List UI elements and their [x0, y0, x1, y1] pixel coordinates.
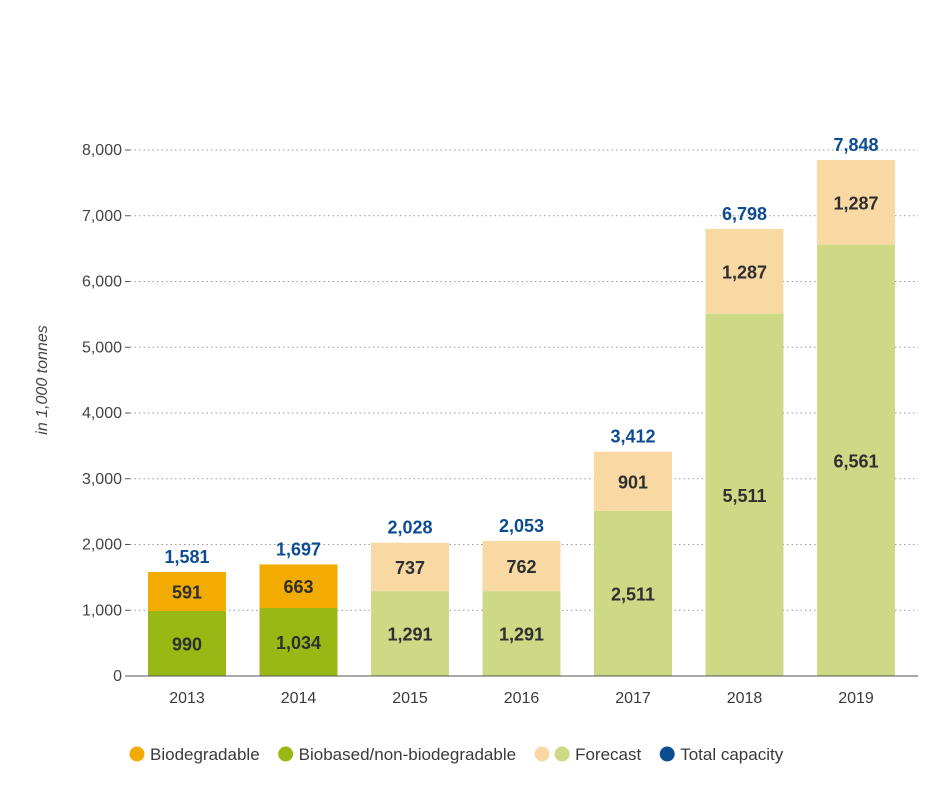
bar-biodegradable-2015 — [371, 542, 449, 592]
bar-biodegradable-2016 — [482, 541, 561, 592]
data-label-biobased-2018: 5,511 — [722, 486, 766, 506]
bar-biodegradable-2018 — [705, 229, 784, 314]
legend: Biodegradable Biobased/non-biodegradable F… — [129, 745, 784, 764]
data-label-biodegradable-2015: 737 — [395, 558, 425, 578]
data-label-biodegradable-2017: 901 — [618, 472, 648, 492]
legend-swatch-forecast_biobased — [554, 746, 570, 762]
bar-biobased-2013 — [148, 610, 226, 676]
data-label-biobased-2019: 6,561 — [833, 451, 878, 471]
legend-swatch-biobased — [278, 746, 294, 762]
y-tick-label: 4,000 — [82, 405, 122, 422]
data-label-biodegradable-2014: 663 — [283, 577, 313, 597]
total-label-2013: 1,581 — [164, 547, 209, 567]
legend-item-0: Biodegradable — [129, 745, 260, 764]
bar-biobased-2016 — [482, 591, 561, 676]
data-label-biobased-2016: 1,291 — [499, 625, 544, 645]
bar-biobased-2014 — [259, 608, 338, 676]
y-tick-label: 1,000 — [82, 602, 122, 619]
y-tick-label: 6,000 — [82, 274, 122, 291]
data-label-biodegradable-2013: 591 — [172, 582, 202, 602]
bar-biobased-2019 — [817, 244, 895, 676]
data-label-biobased-2014: 1,034 — [276, 633, 321, 653]
total-label-2014: 1,697 — [276, 539, 321, 559]
bar-biodegradable-2014 — [259, 564, 338, 609]
bar-biodegradable-2013 — [148, 572, 226, 611]
y-tick-label: 7,000 — [82, 208, 122, 225]
bar-biodegradable-2019 — [817, 159, 895, 245]
x-tick-label: 2015 — [392, 690, 428, 707]
data-label-biodegradable-2018: 1,287 — [722, 262, 767, 282]
bar-biobased-2018 — [705, 313, 784, 676]
x-axis-ticks: 2013 2014 2015 2016 2017 2018 2019 — [169, 690, 874, 707]
data-label-biobased-2013: 990 — [172, 634, 202, 654]
legend-label: Total capacity — [680, 745, 783, 764]
y-tick-label: 0 — [113, 668, 122, 685]
data-label-biobased-2017: 2,511 — [611, 584, 655, 604]
bar-biobased-2015 — [371, 591, 449, 676]
legend-label: Forecast — [575, 745, 641, 764]
y-tick-label: 2,000 — [82, 537, 122, 554]
total-label-2017: 3,412 — [610, 427, 655, 447]
y-tick-label: 3,000 — [82, 471, 122, 488]
x-tick-label: 2018 — [727, 690, 763, 707]
bars — [148, 159, 895, 676]
legend-swatch-total — [659, 746, 675, 762]
x-tick-label: 2013 — [169, 690, 205, 707]
x-tick-label: 2014 — [281, 690, 317, 707]
x-tick-label: 2016 — [504, 690, 540, 707]
bar-biobased-2017 — [594, 510, 672, 676]
legend-item-3: Total capacity — [659, 745, 784, 764]
y-tick-label: 8,000 — [82, 142, 122, 159]
x-tick-label: 2017 — [615, 690, 651, 707]
data-label-biodegradable-2019: 1,287 — [833, 193, 878, 213]
legend-label: Biobased/non-biodegradable — [299, 745, 516, 764]
bar-labels: 990 591 1,581 1,034 663 1,697 1,291 737 2,028 1,2… — [164, 135, 878, 654]
total-label-2015: 2,028 — [387, 518, 432, 538]
y-axis-title: in 1,000 tonnes — [34, 325, 51, 434]
legend-item-2: Forecast — [534, 745, 641, 764]
legend-swatch-biodegradable — [129, 746, 145, 762]
y-axis-ticks: 0 1,000 2,000 3,000 4,000 5,000 6,000 7,000 8,00… — [82, 142, 130, 685]
data-label-biobased-2015: 1,291 — [387, 625, 432, 645]
data-label-biodegradable-2016: 762 — [506, 557, 536, 577]
y-tick-label: 5,000 — [82, 339, 122, 356]
total-label-2019: 7,848 — [833, 135, 878, 155]
x-tick-label: 2019 — [838, 690, 874, 707]
bar-biodegradable-2017 — [594, 451, 672, 511]
legend-item-1: Biobased/non-biodegradable — [278, 745, 516, 764]
total-label-2016: 2,053 — [499, 516, 544, 536]
legend-label: Biodegradable — [150, 745, 260, 764]
total-label-2018: 6,798 — [722, 204, 767, 224]
legend-swatch-forecast_biodegradable — [534, 746, 550, 762]
